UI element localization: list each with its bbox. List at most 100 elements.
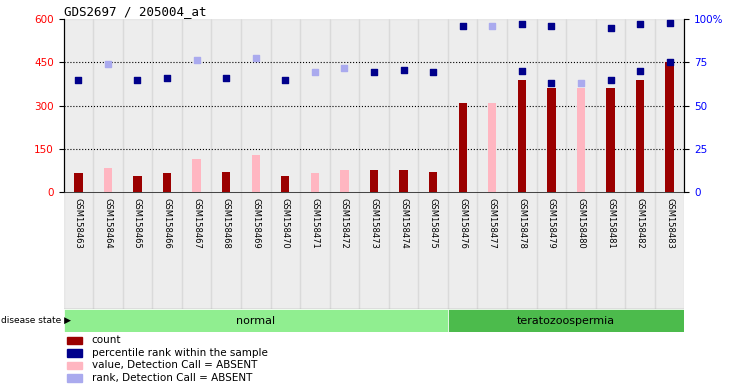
Text: disease state ▶: disease state ▶ xyxy=(1,316,71,325)
Point xyxy=(427,70,439,76)
Bar xyxy=(104,167,112,192)
Point xyxy=(604,25,616,31)
Bar xyxy=(222,172,230,192)
Point xyxy=(132,77,144,83)
Text: GSM158473: GSM158473 xyxy=(370,198,378,249)
Bar xyxy=(212,19,241,192)
Text: GSM158477: GSM158477 xyxy=(488,198,497,249)
Bar xyxy=(330,19,359,192)
Bar xyxy=(251,155,260,192)
Text: GSM158465: GSM158465 xyxy=(133,198,142,248)
Point xyxy=(516,22,528,28)
Point xyxy=(457,23,469,29)
Bar xyxy=(654,19,684,192)
Bar xyxy=(429,172,438,192)
Point xyxy=(279,77,291,83)
Point xyxy=(486,23,498,29)
Text: GSM158463: GSM158463 xyxy=(74,198,83,249)
Text: GSM158472: GSM158472 xyxy=(340,198,349,248)
Text: GSM158464: GSM158464 xyxy=(103,198,112,248)
Point xyxy=(634,22,646,28)
Bar xyxy=(607,88,615,192)
Bar xyxy=(548,88,556,192)
Bar xyxy=(654,192,684,309)
Bar xyxy=(182,192,212,309)
Point xyxy=(161,75,173,81)
Bar xyxy=(536,192,566,309)
Bar xyxy=(566,19,595,192)
Point xyxy=(309,70,321,76)
Point xyxy=(545,79,557,86)
Bar xyxy=(64,309,448,332)
Bar xyxy=(359,19,389,192)
Text: GSM158466: GSM158466 xyxy=(162,198,171,249)
Point xyxy=(663,20,675,26)
Bar xyxy=(271,192,300,309)
Bar xyxy=(67,374,82,382)
Text: GSM158470: GSM158470 xyxy=(280,198,289,248)
Bar xyxy=(67,336,82,344)
Text: count: count xyxy=(91,335,121,345)
Bar xyxy=(163,173,171,192)
Text: GSM158468: GSM158468 xyxy=(221,198,230,249)
Point xyxy=(663,60,675,66)
Bar xyxy=(389,192,418,309)
Bar xyxy=(448,192,477,309)
Bar xyxy=(399,170,408,192)
Bar xyxy=(577,88,585,192)
Text: rank, Detection Call = ABSENT: rank, Detection Call = ABSENT xyxy=(91,373,252,383)
Text: GSM158474: GSM158474 xyxy=(399,198,408,248)
Bar xyxy=(182,19,212,192)
Text: GSM158475: GSM158475 xyxy=(429,198,438,248)
Point xyxy=(338,65,350,71)
Bar xyxy=(300,19,330,192)
Bar xyxy=(595,192,625,309)
Text: normal: normal xyxy=(236,316,275,326)
Text: GSM158481: GSM158481 xyxy=(606,198,615,248)
Point xyxy=(398,66,410,73)
Bar xyxy=(271,19,300,192)
Text: GSM158478: GSM158478 xyxy=(518,198,527,249)
Bar xyxy=(459,103,467,192)
Point xyxy=(604,77,616,83)
Bar xyxy=(370,170,378,192)
Bar xyxy=(64,192,94,309)
Text: GSM158483: GSM158483 xyxy=(665,198,674,249)
Bar xyxy=(94,192,123,309)
Text: GDS2697 / 205004_at: GDS2697 / 205004_at xyxy=(64,5,206,18)
Point xyxy=(220,75,232,81)
Text: GSM158479: GSM158479 xyxy=(547,198,556,248)
Bar xyxy=(595,19,625,192)
Bar xyxy=(241,19,271,192)
Point xyxy=(368,70,380,76)
Bar xyxy=(94,19,123,192)
Bar xyxy=(241,192,271,309)
Bar xyxy=(281,176,289,192)
Bar xyxy=(74,173,82,192)
Bar xyxy=(67,349,82,356)
Bar xyxy=(418,19,448,192)
Point xyxy=(516,68,528,74)
Bar xyxy=(330,192,359,309)
Bar xyxy=(418,192,448,309)
Bar xyxy=(153,19,182,192)
Text: percentile rank within the sample: percentile rank within the sample xyxy=(91,348,267,358)
Bar xyxy=(477,192,507,309)
Bar xyxy=(359,192,389,309)
Bar xyxy=(67,362,82,369)
Bar xyxy=(536,19,566,192)
Bar xyxy=(625,19,654,192)
Bar xyxy=(389,19,418,192)
Point xyxy=(575,79,587,86)
Bar xyxy=(300,192,330,309)
Bar xyxy=(636,80,644,192)
Bar xyxy=(448,309,684,332)
Text: GSM158469: GSM158469 xyxy=(251,198,260,248)
Text: GSM158467: GSM158467 xyxy=(192,198,201,249)
Bar xyxy=(488,103,497,192)
Text: value, Detection Call = ABSENT: value, Detection Call = ABSENT xyxy=(91,360,257,370)
Bar xyxy=(212,192,241,309)
Text: GSM158471: GSM158471 xyxy=(310,198,319,248)
Bar xyxy=(133,176,141,192)
Bar xyxy=(64,19,94,192)
